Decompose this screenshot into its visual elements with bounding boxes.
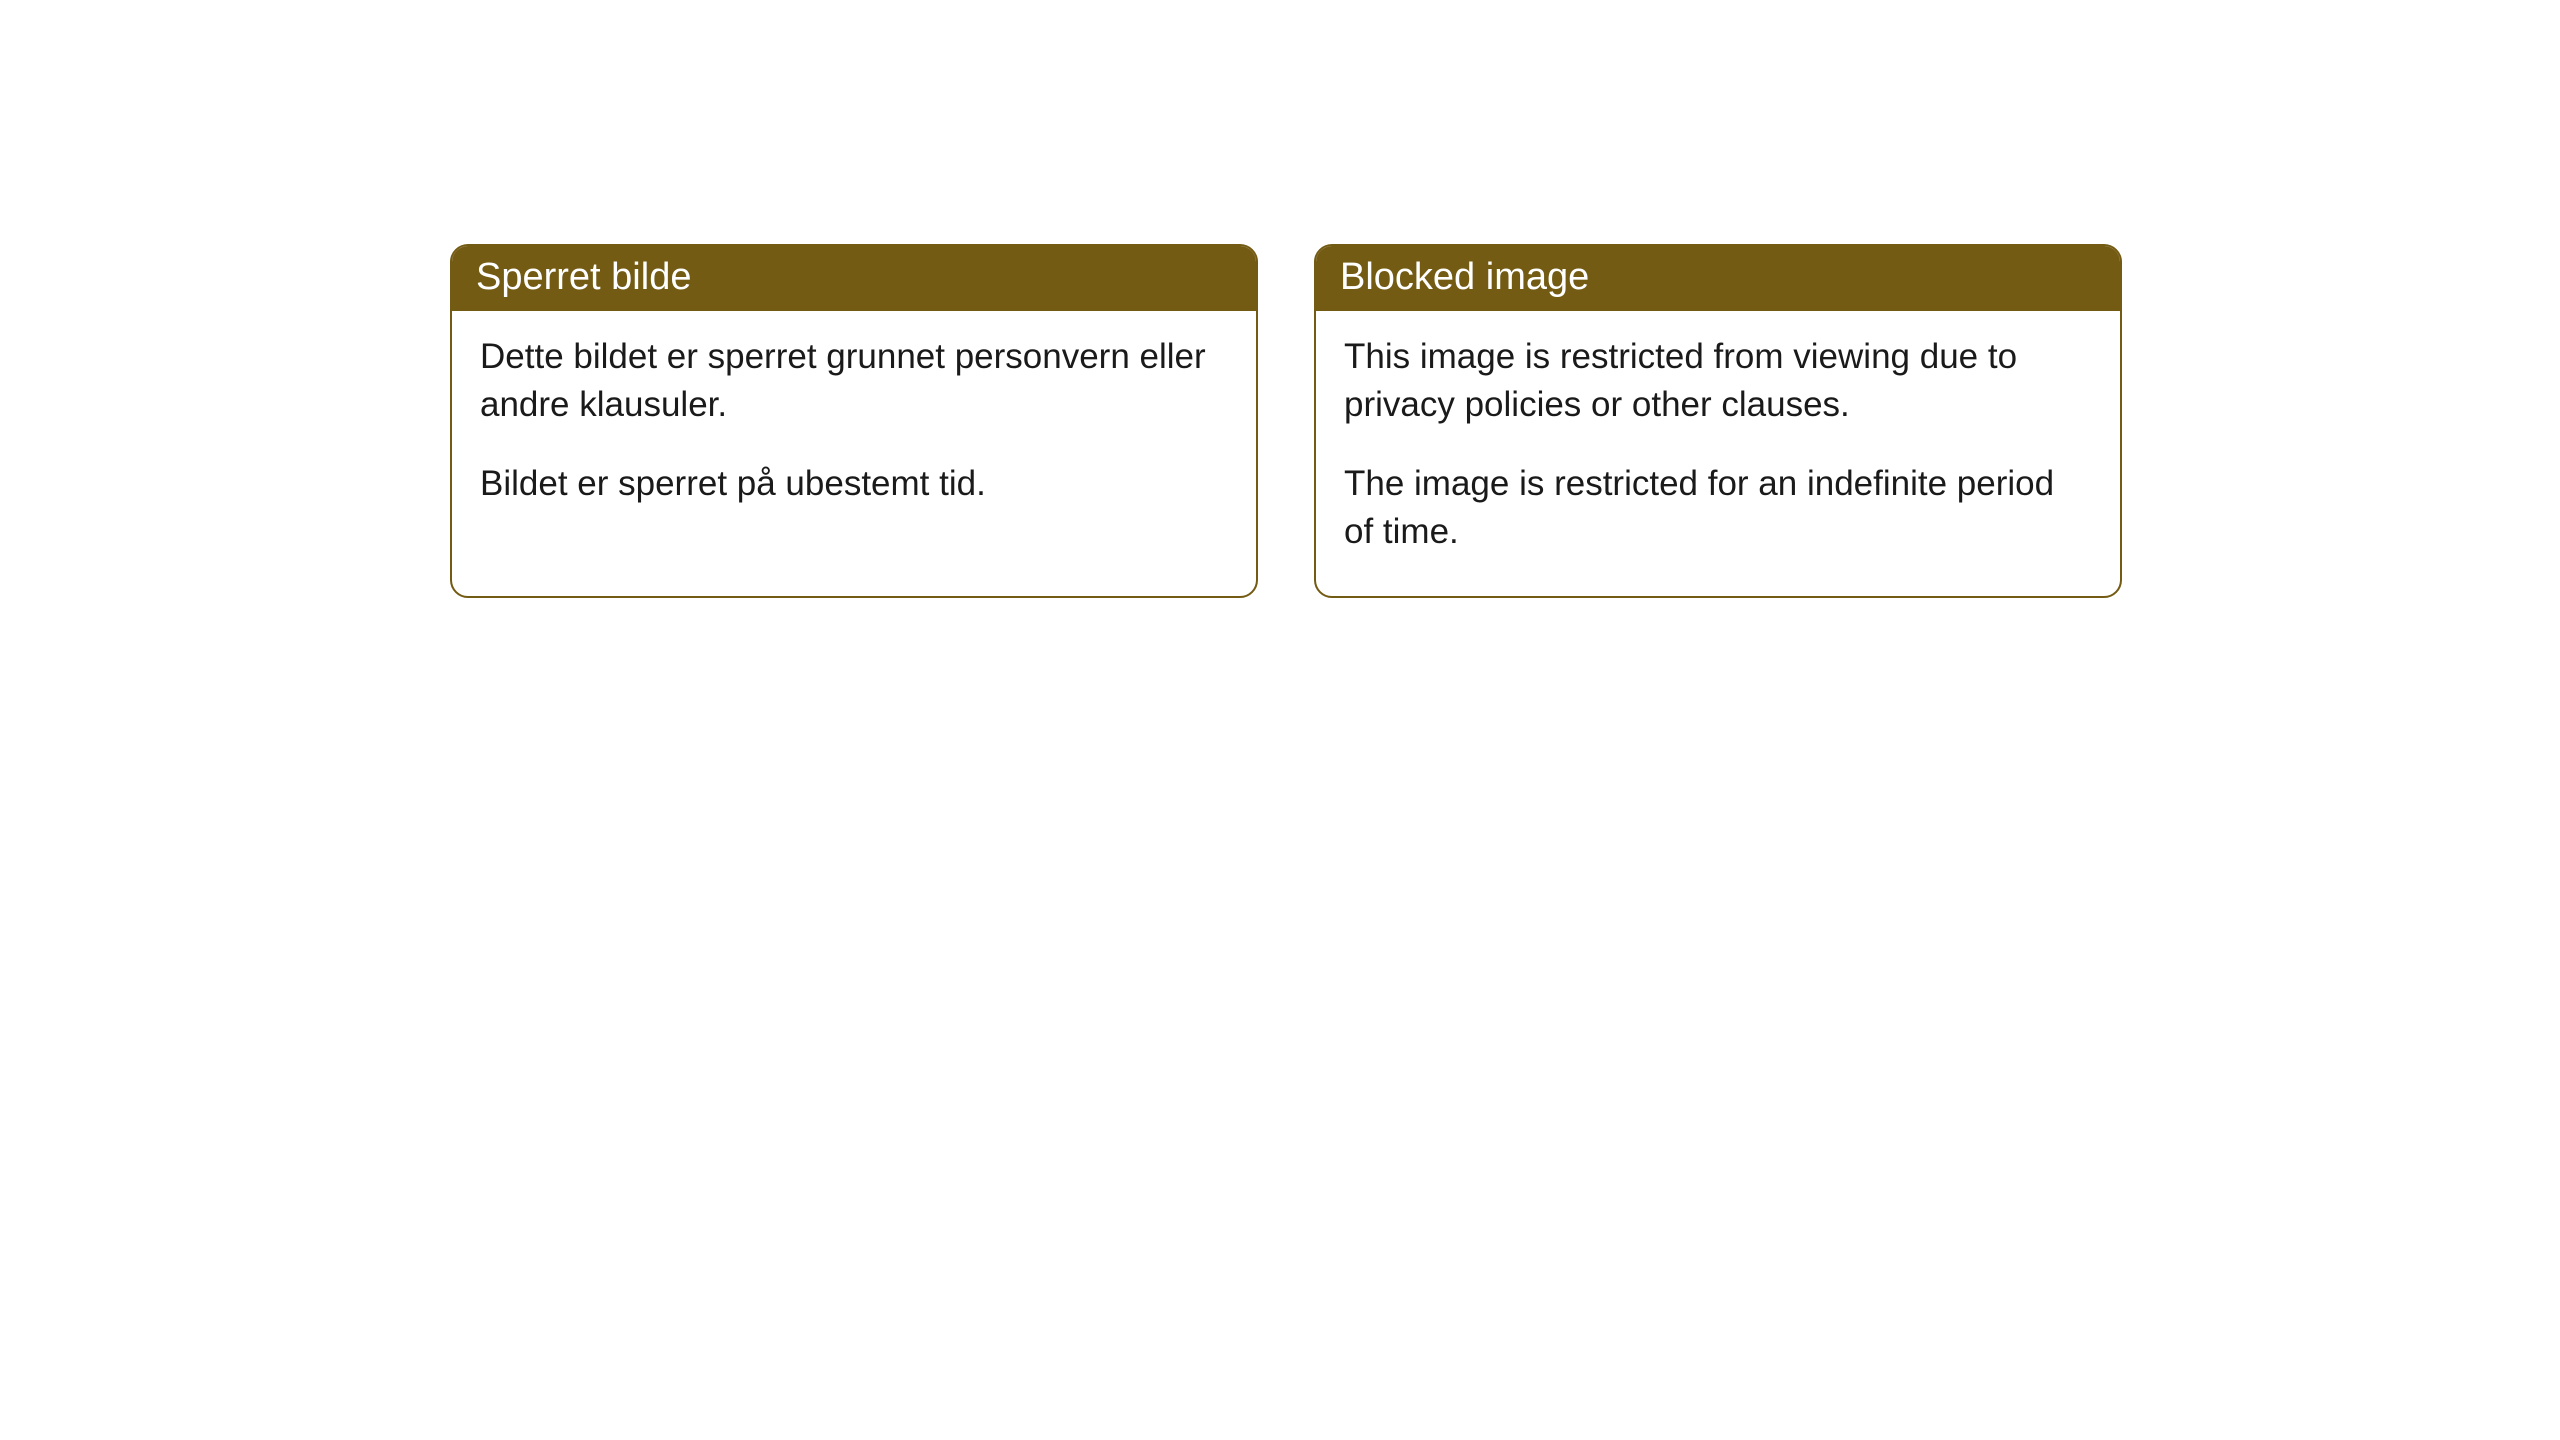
card-body: This image is restricted from viewing du…: [1316, 311, 2120, 596]
card-title: Blocked image: [1316, 246, 2120, 311]
card-paragraph-1: Dette bildet er sperret grunnet personve…: [480, 333, 1228, 430]
cards-container: Sperret bilde Dette bildet er sperret gr…: [450, 244, 2122, 598]
card-paragraph-2: The image is restricted for an indefinit…: [1344, 460, 2092, 557]
card-paragraph-1: This image is restricted from viewing du…: [1344, 333, 2092, 430]
card-body: Dette bildet er sperret grunnet personve…: [452, 311, 1256, 548]
card-paragraph-2: Bildet er sperret på ubestemt tid.: [480, 460, 1228, 508]
blocked-image-card-norwegian: Sperret bilde Dette bildet er sperret gr…: [450, 244, 1258, 598]
blocked-image-card-english: Blocked image This image is restricted f…: [1314, 244, 2122, 598]
card-title: Sperret bilde: [452, 246, 1256, 311]
